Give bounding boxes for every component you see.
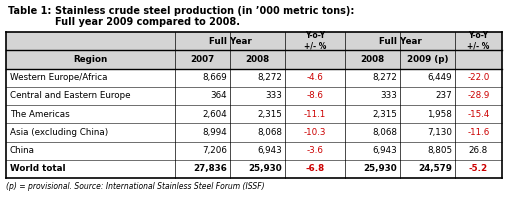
Bar	[6, 87, 502, 105]
Text: 2009 (p): 2009 (p)	[407, 55, 448, 64]
Text: Table 1:: Table 1:	[8, 6, 51, 16]
Text: 2008: 2008	[245, 55, 270, 64]
Text: -15.4: -15.4	[467, 110, 490, 119]
Text: 2,315: 2,315	[372, 110, 397, 119]
Text: 27,836: 27,836	[193, 164, 227, 173]
Text: Asia (excluding China): Asia (excluding China)	[10, 128, 108, 137]
Text: China: China	[10, 146, 35, 155]
Text: Central and Eastern Europe: Central and Eastern Europe	[10, 91, 131, 100]
Text: 2,315: 2,315	[257, 110, 282, 119]
Text: Y-o-Y
+/- %: Y-o-Y +/- %	[304, 31, 326, 51]
Text: 8,068: 8,068	[257, 128, 282, 137]
Bar	[6, 32, 502, 50]
Text: -22.0: -22.0	[467, 73, 490, 82]
Text: Full Year: Full Year	[378, 37, 421, 46]
Text: 26.8: 26.8	[469, 146, 488, 155]
Text: 2007: 2007	[190, 55, 214, 64]
Bar	[6, 123, 502, 141]
Text: 8,669: 8,669	[202, 73, 227, 82]
Text: Full year 2009 compared to 2008.: Full year 2009 compared to 2008.	[55, 17, 240, 27]
Text: 25,930: 25,930	[248, 164, 282, 173]
Bar	[6, 160, 502, 178]
Text: 237: 237	[435, 91, 452, 100]
Text: World total: World total	[10, 164, 66, 173]
Text: -6.8: -6.8	[305, 164, 325, 173]
Text: 364: 364	[210, 91, 227, 100]
Text: -11.1: -11.1	[304, 110, 326, 119]
Text: 7,206: 7,206	[202, 146, 227, 155]
Text: 6,449: 6,449	[427, 73, 452, 82]
Text: Region: Region	[73, 55, 108, 64]
Text: 2008: 2008	[361, 55, 385, 64]
Bar	[6, 105, 502, 123]
Text: 6,943: 6,943	[372, 146, 397, 155]
Text: -11.6: -11.6	[467, 128, 490, 137]
Text: -4.6: -4.6	[307, 73, 324, 82]
Text: 8,068: 8,068	[372, 128, 397, 137]
Text: Full Year: Full Year	[209, 37, 251, 46]
Bar	[6, 68, 502, 87]
Text: -8.6: -8.6	[306, 91, 324, 100]
Text: Western Europe/Africa: Western Europe/Africa	[10, 73, 108, 82]
Text: 7,130: 7,130	[427, 128, 452, 137]
Text: -5.2: -5.2	[469, 164, 488, 173]
Text: -28.9: -28.9	[467, 91, 490, 100]
Text: 333: 333	[265, 91, 282, 100]
Text: 1,958: 1,958	[427, 110, 452, 119]
Text: The Americas: The Americas	[10, 110, 70, 119]
Text: -10.3: -10.3	[304, 128, 326, 137]
Bar	[6, 141, 502, 160]
Text: Y-o-Y
+/- %: Y-o-Y +/- %	[467, 31, 490, 51]
Text: 8,272: 8,272	[257, 73, 282, 82]
Text: 6,943: 6,943	[257, 146, 282, 155]
Text: 24,579: 24,579	[418, 164, 452, 173]
Text: 2,604: 2,604	[202, 110, 227, 119]
Text: 8,994: 8,994	[202, 128, 227, 137]
Bar	[6, 50, 502, 68]
Text: 25,930: 25,930	[363, 164, 397, 173]
Text: 8,272: 8,272	[372, 73, 397, 82]
Text: 333: 333	[380, 91, 397, 100]
Text: -3.6: -3.6	[306, 146, 324, 155]
Text: Stainless crude steel production (in ’000 metric tons):: Stainless crude steel production (in ’00…	[55, 6, 355, 16]
Text: (p) = provisional. Source: International Stainless Steel Forum (ISSF): (p) = provisional. Source: International…	[6, 182, 265, 191]
Text: 8,805: 8,805	[427, 146, 452, 155]
